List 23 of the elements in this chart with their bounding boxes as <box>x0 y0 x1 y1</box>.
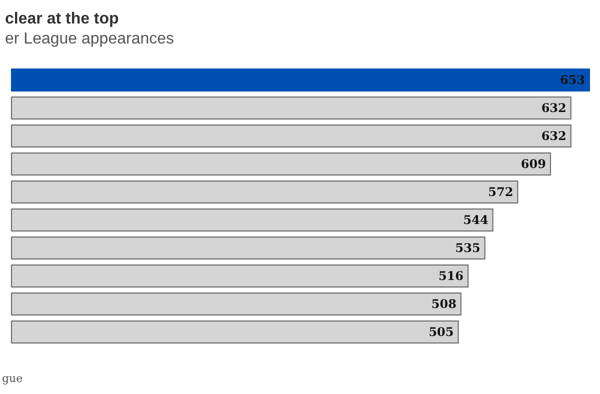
data-label: 572 <box>488 185 514 199</box>
data-label: 544 <box>463 213 488 227</box>
data-label: 505 <box>428 325 454 339</box>
data-label: 535 <box>455 241 480 255</box>
data-label: 609 <box>520 157 546 171</box>
bar <box>11 96 572 120</box>
text: gue <box>2 372 23 385</box>
chart-title: clear at the top <box>5 10 120 28</box>
bar <box>11 152 551 176</box>
data-label: 508 <box>431 297 456 311</box>
chart-subtitle: er League appearances <box>5 30 174 48</box>
bar <box>11 124 572 148</box>
data-label: 653 <box>560 73 585 87</box>
data-label: 516 <box>438 269 464 283</box>
bar <box>11 264 469 288</box>
bar <box>11 68 590 92</box>
bar <box>11 236 486 260</box>
bar <box>11 320 459 344</box>
bar <box>11 180 518 204</box>
bar <box>11 208 494 232</box>
data-label: 632 <box>541 101 566 115</box>
bar <box>11 292 462 316</box>
data-label: 632 <box>541 129 566 143</box>
